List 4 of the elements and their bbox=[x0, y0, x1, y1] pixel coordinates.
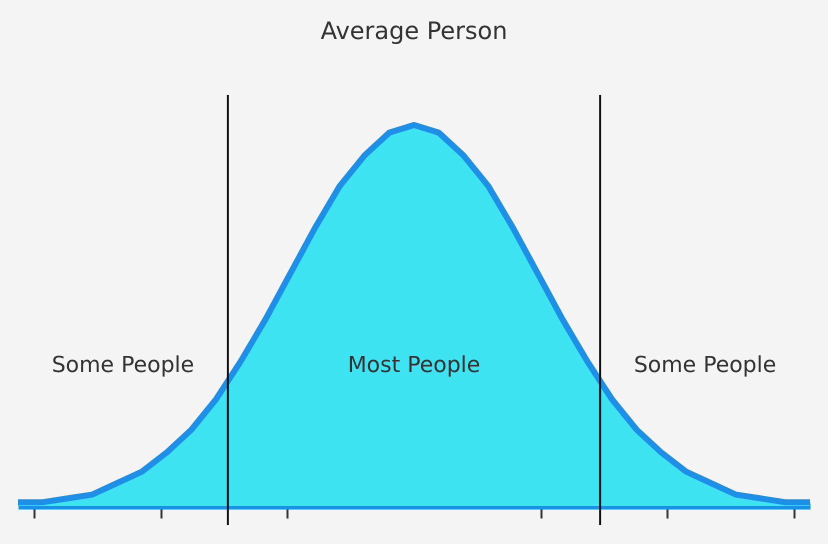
annotation: Some People bbox=[634, 353, 776, 378]
annotation: Some People bbox=[52, 353, 194, 378]
chart-title: Average Person bbox=[320, 17, 508, 45]
annotation: Most People bbox=[348, 353, 480, 378]
